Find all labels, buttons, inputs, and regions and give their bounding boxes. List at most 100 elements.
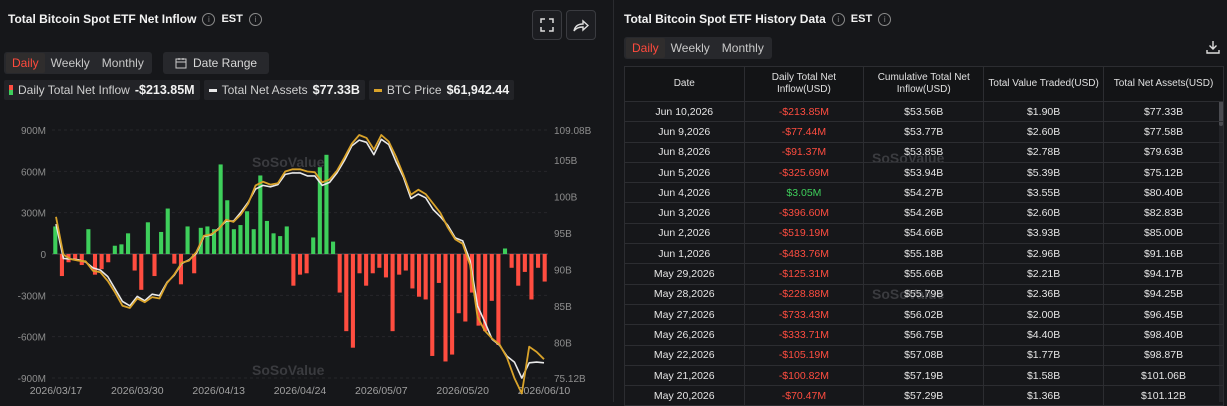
y-tick-label: 300M [21,209,46,220]
inflow-bar [126,233,131,254]
table-cell: $75.12B [1103,161,1224,184]
inflow-bar [463,254,468,322]
inflow-bar [271,233,276,254]
tab-weekly[interactable]: Weekly [50,56,90,70]
table-row[interactable]: May 28,2026 -$228.88M $55.79B $2.36B $94.25B [624,283,1224,305]
table-cell: -$100.82M [743,364,865,387]
inflow-bar [450,254,455,355]
table-cell: May 26,2026 [624,324,745,346]
history-table: Date Daily Total Net Inflow(USD) Cumulativ… [624,66,1224,406]
info-icon[interactable]: i [202,12,216,26]
inflow-bar [522,254,527,272]
fullscreen-button[interactable] [532,10,562,40]
legend-daily-inflow[interactable]: Daily Total Net Inflow -$213.85M [4,80,200,100]
tab-weekly[interactable]: Weekly [670,41,710,55]
tab-daily[interactable]: Daily [626,38,665,58]
chart-title-row: Total Bitcoin Spot ETF Net Inflow i EST … [8,12,262,26]
table-row[interactable]: Jun 2,2026 -$519.19M $54.66B $3.93B $85.00B [624,222,1224,245]
legend-btc-price[interactable]: BTC Price $61,942.44 [368,80,515,100]
info-icon[interactable]: i [831,12,845,26]
inflow-bar [337,254,342,293]
info-icon[interactable]: i [878,12,892,26]
table-cell: Jun 1,2026 [624,243,745,265]
table-cell: $3.55B [983,182,1105,204]
tab-monthly[interactable]: Monthly [721,41,764,55]
table-row[interactable]: Jun 4,2026 $3.05M $54.27B $3.55B $80.40B [624,182,1224,204]
table-row[interactable]: May 26,2026 -$333.71M $56.75B $4.40B $98.40B [624,324,1224,346]
btc-price-line [55,134,545,395]
table-cell: $1.58B [983,364,1105,387]
table-row[interactable]: Jun 8,2026 -$91.37M $53.85B $2.78B $79.63B [624,141,1224,163]
table-row[interactable]: May 20,2026 -$70.47M $57.29B $1.36B $101.12B [624,385,1224,406]
table-row[interactable]: Jun 5,2026 -$325.69M $53.94B $5.39B $75.12B [624,161,1224,184]
table-row[interactable]: May 22,2026 -$105.19M $57.08B $1.77B $98.87B [624,344,1224,366]
y2-tick-label: 90B [554,265,572,276]
inflow-bar [278,236,283,254]
table-cell: Jun 9,2026 [624,121,745,143]
tab-daily[interactable]: Daily [6,53,45,73]
table-cell: -$325.69M [743,161,865,184]
table-row[interactable]: May 29,2026 -$125.31M $55.66B $2.21B $94.17B [624,263,1224,285]
inflow-bar [218,164,223,254]
inflow-bar [231,229,236,254]
inflow-bar [317,167,322,254]
table-cell: $3.93B [983,222,1105,245]
date-range-button[interactable]: Date Range [163,52,270,74]
inflow-bar [311,237,316,254]
table-cell: Jun 2,2026 [624,222,745,245]
inflow-bar [423,254,428,300]
table-cell: $94.25B [1103,283,1224,305]
y2-tick-label: 80B [554,338,572,349]
y2-tick-label: 75.12B [554,374,586,385]
inflow-bar [377,254,382,268]
inflow-bar [516,254,521,286]
tab-monthly[interactable]: Monthly [101,56,144,70]
legend-value: $61,942.44 [446,83,510,97]
x-tick-label: 2026/03/30 [111,385,164,397]
table-cell: May 29,2026 [624,263,745,285]
watermark: SoSoValue [252,154,325,170]
column-header: Total Net Assets(USD) [1103,66,1224,102]
download-button[interactable] [1206,40,1220,59]
inflow-bar [456,254,461,314]
table-cell: -$70.47M [743,385,865,406]
period-tabs: Daily Weekly Monthly [4,52,152,74]
timezone-label: EST [850,13,873,25]
inflow-bar [258,175,263,254]
inflow-bar [99,254,104,270]
table-row[interactable]: Jun 9,2026 -$77.44M $53.77B $2.60B $77.58B [624,121,1224,143]
table-cell: May 21,2026 [624,364,745,387]
legend-swatch-inflow [9,85,13,95]
inflow-bar [225,200,230,254]
table-row[interactable]: May 21,2026 -$100.82M $57.19B $1.58B $101.06… [624,364,1224,387]
info-icon[interactable]: i [248,12,262,26]
table-cell: $3.05M [743,182,865,204]
inflow-bar [53,226,58,254]
inflow-bar [357,254,362,274]
table-cell: -$213.85M [743,100,865,123]
inflow-bar [430,254,435,356]
table-row[interactable]: Jun 10,2026 -$213.85M $53.56B $1.90B $77.33B [624,100,1224,123]
history-title-row: Total Bitcoin Spot ETF History Data i ES… [624,12,892,26]
x-tick-label: 2026/05/07 [355,385,408,397]
table-row[interactable]: Jun 1,2026 -$483.76M $55.18B $2.96B $91.16B [624,243,1224,265]
inflow-bar [304,254,309,274]
share-button[interactable] [566,10,596,40]
y-tick-label: 900M [21,126,46,137]
legend-label: Total Net Assets [221,83,308,97]
inflow-bar [436,254,441,283]
inflow-bar [284,226,289,254]
table-row[interactable]: May 27,2026 -$733.43M $56.02B $2.00B $96.45B [624,303,1224,326]
inflow-bar [79,254,84,266]
table-cell: -$483.76M [743,243,865,265]
table-row[interactable]: Jun 3,2026 -$396.60M $54.26B $2.60B $82.83B [624,202,1224,224]
table-cell: May 28,2026 [624,283,745,305]
inflow-bar [297,254,303,275]
share-icon [573,19,589,32]
inflow-bar [350,254,355,348]
inflow-bar [443,254,448,362]
legend-net-assets[interactable]: Total Net Assets $77.33B [203,80,365,100]
table-cell: $2.00B [983,303,1105,326]
table-cell: $2.96B [983,243,1105,265]
legend-value: -$213.85M [134,83,195,97]
